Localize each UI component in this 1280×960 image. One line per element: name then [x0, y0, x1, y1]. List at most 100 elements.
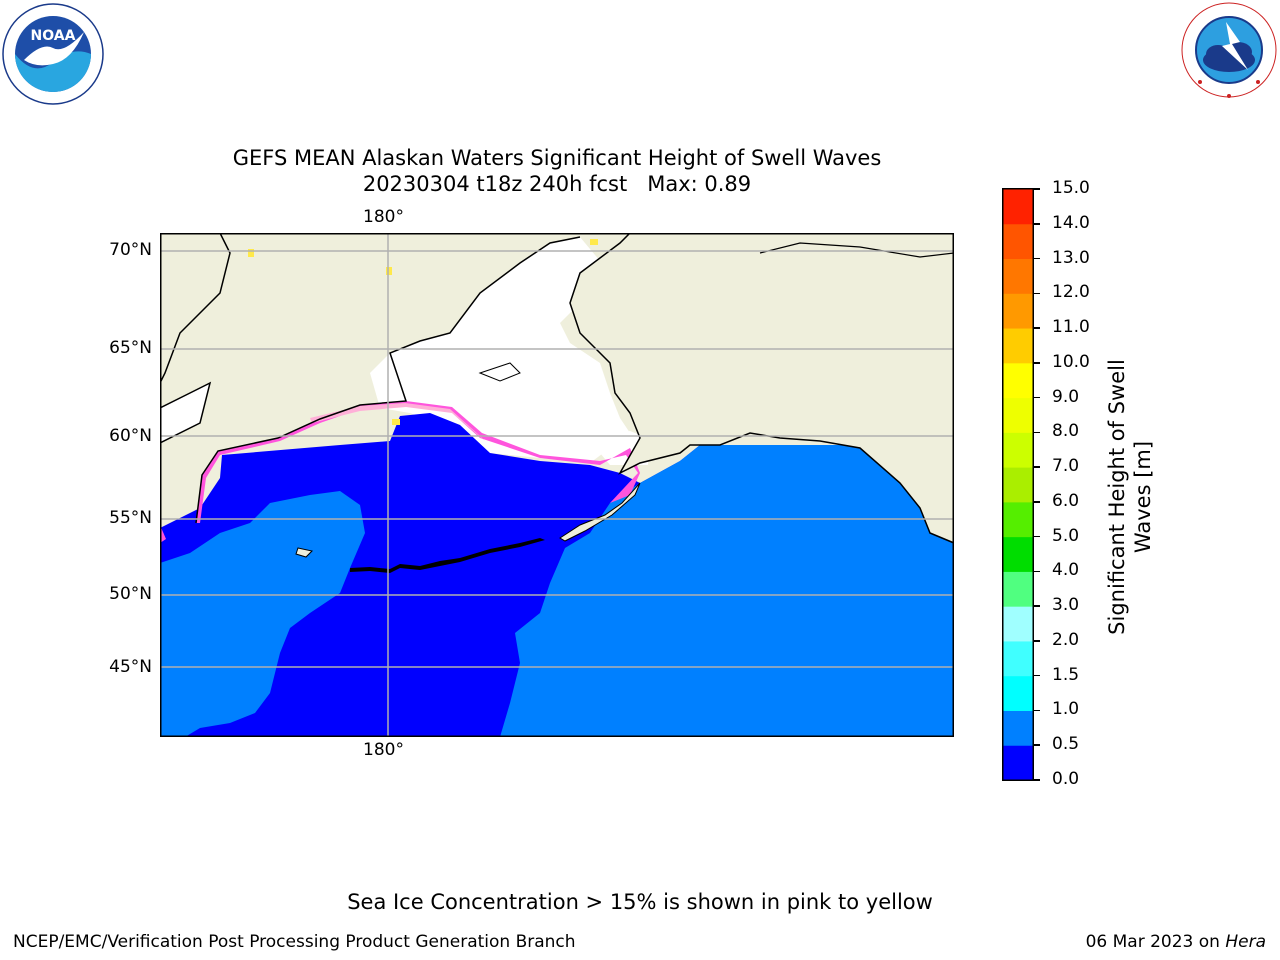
colorbar-segment-11 [1003, 362, 1033, 399]
ocean-gulf-swell [500, 445, 954, 737]
coastline-chukotka [195, 236, 581, 524]
colorbar-tick-mark [1034, 674, 1040, 677]
lat-label-55: 55°N [109, 508, 152, 528]
colorbar-tick-mark [1034, 744, 1040, 746]
colorbar-segment-8 [1003, 467, 1033, 503]
colorbar-segment-5 [1003, 571, 1033, 607]
sea-ice-note: Sea Ice Concentration > 15% is shown in … [347, 890, 933, 914]
colorbar-tick-label: 1.5 [1052, 664, 1080, 685]
lat-label-65: 65°N [109, 338, 152, 358]
colorbar-tick-mark [1034, 640, 1040, 642]
colorbar-segment-12 [1003, 328, 1033, 364]
colorbar-segment-0 [1003, 745, 1033, 781]
colorbar-tick-label: 2.0 [1052, 629, 1080, 650]
colorbar-tick-mark [1034, 396, 1040, 399]
colorbar-segment-16 [1003, 189, 1033, 225]
alaska-peninsula [559, 482, 641, 542]
colorbar-tick-label: 0.5 [1052, 734, 1080, 755]
credit-text: NCEP/EMC/Verification Post Processing Pr… [13, 932, 576, 952]
colorbar-segment-4 [1003, 606, 1033, 642]
colorbar-segment-14 [1003, 258, 1033, 294]
siberia-land [160, 233, 230, 383]
colorbar-tick-mark [1034, 709, 1040, 712]
colorbar-tick-label: 15.0 [1052, 178, 1090, 198]
colorbar-segment-1 [1003, 710, 1033, 746]
coastline-kamchatka-bay [160, 381, 212, 444]
lat-label-70: 70°N [109, 240, 152, 260]
colorbar-segment-6 [1003, 536, 1033, 572]
colorbar-segment-10 [1003, 397, 1033, 433]
colorbar-tick-label: 14.0 [1052, 212, 1090, 233]
colorbar-tick-mark [1034, 466, 1040, 468]
sea-ice-edge-light [310, 403, 485, 441]
colorbar-tick-label: 11.0 [1052, 317, 1090, 338]
colorbar-label-line2: Waves [m] [1131, 440, 1155, 554]
colorbar-segment-2 [1003, 675, 1033, 711]
colorbar-tick-mark [1034, 570, 1040, 573]
lon-label-bottom: 180° [363, 740, 404, 760]
colorbar-tick-label: 0.0 [1052, 769, 1080, 789]
colorbar-tick-label: 4.0 [1052, 560, 1080, 581]
colorbar-label-line1: Significant Height of Swell [1105, 359, 1129, 635]
sea-ice-yellow [392, 419, 400, 425]
sea-ice-north-6 [248, 249, 254, 257]
generation-date: 06 Mar 2023 on Hera [1086, 932, 1266, 952]
colorbar-tick-label: 12.0 [1052, 282, 1090, 303]
colorbar-segment-15 [1003, 223, 1033, 260]
colorbar-tick-label: 10.0 [1052, 351, 1090, 372]
alaska-land [570, 233, 954, 543]
colorbar-segment-7 [1003, 501, 1033, 538]
colorbar-segment-13 [1003, 293, 1033, 329]
map-panel [160, 233, 954, 737]
lat-label-60: 60°N [109, 426, 152, 446]
lat-label-45: 45°N [109, 657, 152, 677]
colorbar-tick-label: 8.0 [1052, 421, 1080, 442]
aleutian-islands [350, 538, 545, 573]
commander-islands [295, 547, 314, 558]
colorbar-tick-label: 7.0 [1052, 456, 1080, 477]
graticule [160, 233, 954, 737]
sea-ice-north-5 [386, 267, 392, 275]
noaa-logo: NOAA [2, 3, 104, 105]
nws-logo [1181, 2, 1277, 98]
colorbar-tick-mark [1034, 223, 1040, 225]
west-bay-water [160, 383, 210, 443]
colorbar-segment-3 [1003, 640, 1033, 677]
st-lawrence-island [478, 362, 521, 382]
coastline-siberia [160, 233, 231, 384]
colorbar-tick-mark [1034, 535, 1040, 538]
map-frame [160, 233, 954, 737]
ocean-patch-swell [295, 518, 355, 551]
colorbar-tick-label: 1.0 [1052, 699, 1080, 720]
colorbar-tick-mark [1034, 362, 1040, 364]
machine-name: Hera [1225, 932, 1266, 952]
colorbar-tick-label: 13.0 [1052, 247, 1090, 268]
colorbar-tick-mark [1034, 292, 1040, 295]
sea-ice-north-1 [590, 239, 598, 245]
colorbar-label: Significant Height of Swell Waves [m] [1104, 332, 1156, 662]
map-title: GEFS MEAN Alaskan Waters Significant Hei… [232, 146, 882, 170]
colorbar [1002, 188, 1034, 781]
generation-date-text: 06 Mar 2023 on [1085, 932, 1226, 952]
colorbar-tick-label: 9.0 [1052, 386, 1080, 407]
forecast-date: 20230304 t18z 240h fcst [362, 172, 628, 196]
max-value: Max: 0.89 [647, 172, 752, 196]
colorbar-tick-mark [1034, 431, 1040, 434]
colorbar-tick-label: 5.0 [1052, 525, 1080, 546]
colorbar-tick-mark [1034, 257, 1040, 260]
noaa-logo-text: NOAA [31, 28, 76, 44]
colorbar-tick-mark [1034, 501, 1040, 503]
colorbar-tick-label: 3.0 [1052, 595, 1080, 616]
map-subtitle: 20230304 t18z 240h fcst Max: 0.89 [160, 172, 954, 196]
lon-label-top: 180° [363, 207, 404, 227]
coastline-north-slope [759, 242, 954, 258]
colorbar-tick-mark [1034, 779, 1040, 781]
colorbar-segment-9 [1003, 432, 1033, 468]
lat-label-50: 50°N [109, 584, 152, 604]
ocean-west-swell [160, 491, 365, 737]
colorbar-frame [1002, 188, 1034, 781]
colorbar-tick-label: 6.0 [1052, 490, 1080, 511]
colorbar-tick-mark [1034, 188, 1040, 190]
colorbar-tick-mark [1034, 605, 1040, 607]
coastline-alaska [569, 233, 954, 544]
